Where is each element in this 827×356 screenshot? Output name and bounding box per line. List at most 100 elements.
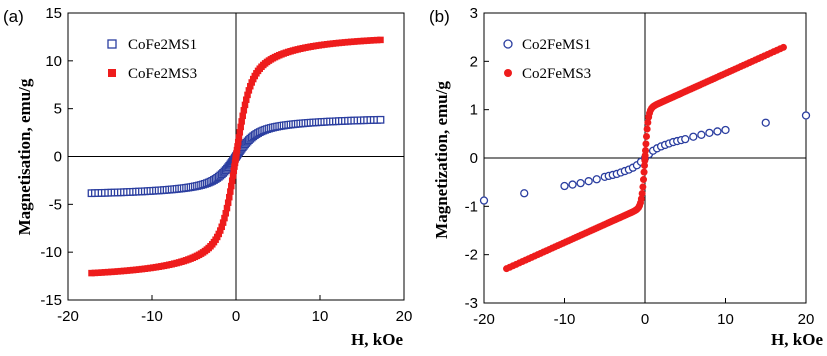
panel-a-legend-marker-1: [108, 69, 116, 77]
a-cofe2ms3-point: [234, 143, 241, 150]
a-cofe2ms3-point: [88, 269, 95, 277]
panel-b-legend-marker-0: [503, 39, 513, 49]
a-cofe2ms3-point: [222, 210, 230, 217]
a-cofe2ms3-point: [245, 87, 253, 94]
a-cofe2ms3-point: [101, 269, 109, 276]
y-tick-label: 0: [54, 149, 62, 166]
a-cofe2ms3-point: [248, 79, 255, 86]
y-tick-label: -15: [40, 292, 62, 309]
a-cofe2ms3-point: [230, 167, 238, 175]
a-cofe2ms3-point: [236, 129, 244, 136]
y-tick-label: -2: [465, 247, 478, 264]
y-tick-label: -10: [40, 244, 62, 261]
a-cofe2ms3-point: [95, 269, 102, 276]
a-cofe2ms3-point: [229, 172, 237, 179]
x-tick-label: 20: [798, 311, 815, 328]
b-co2fems1-point: [560, 181, 569, 191]
b-co2fems1-point: [761, 118, 770, 127]
panel-a: (a) -20 -10 0 10 20 -15 -10 -5 0 5 10 15 CoFe2MS1 C…: [3, 5, 412, 349]
a-cofe2ms3-point: [363, 37, 371, 44]
a-cofe2ms3-point: [218, 223, 225, 231]
x-tick-label: 0: [641, 311, 649, 328]
legend-marker-cofe2ms1: [107, 39, 117, 49]
panel-a-ticks: -20 -10 0 10 20 -15 -10 -5 0 5 10 15: [40, 5, 412, 325]
x-tick-label: -10: [141, 308, 163, 325]
a-cofe2ms3-point: [91, 269, 99, 277]
panel-b-x-axis-title: H, kOe: [771, 330, 823, 349]
b-co2fems1-point: [689, 132, 698, 141]
y-tick-label: 15: [45, 5, 62, 22]
b-co2fems3-point: [779, 43, 787, 51]
b-co2fems1-point: [681, 134, 690, 144]
panel-b-series-co2fems1: [479, 111, 811, 205]
legend-marker-co2fems1: [503, 39, 513, 49]
b-co2fems1-point: [520, 189, 529, 198]
x-tick-label: -10: [554, 311, 576, 328]
panel-a-legend-label-1: CoFe2MS3: [128, 66, 197, 82]
a-cofe2ms3-point: [234, 138, 242, 146]
panel-b-legend-marker-1: [504, 69, 512, 77]
x-tick-label: -20: [473, 311, 495, 328]
panel-b-legend: Co2FeMS1 Co2FeMS3: [503, 37, 591, 82]
panel-a-legend-marker-0: [107, 39, 117, 49]
a-cofe2ms3-point: [217, 227, 224, 234]
y-tick-label: -5: [49, 196, 62, 213]
a-cofe2ms3-point: [373, 36, 381, 44]
a-cofe2ms3-point: [367, 37, 374, 44]
y-tick-label: -1: [465, 198, 478, 215]
b-co2fems3-point: [641, 146, 649, 154]
b-co2fems1-point: [592, 175, 601, 184]
a-cofe2ms3-point: [98, 269, 105, 276]
a-cofe2ms3-point: [227, 188, 234, 195]
b-co2fems1-point: [568, 180, 577, 189]
x-tick-label: 20: [396, 308, 413, 325]
a-cofe2ms3-point: [377, 36, 384, 44]
panel-a-x-axis-title: H, kOe: [351, 330, 403, 349]
panel-a-legend: CoFe2MS1 CoFe2MS3: [107, 37, 197, 82]
panel-b-label: (b): [429, 7, 450, 26]
a-cofe2ms3-point: [235, 134, 243, 141]
a-cofe2ms1-point: [376, 115, 385, 124]
a-cofe2ms3-point: [219, 219, 227, 226]
b-co2fems3-point: [644, 118, 652, 126]
a-cofe2ms3-point: [231, 163, 238, 170]
panel-b-legend-label-0: Co2FeMS1: [522, 37, 591, 53]
x-tick-label: 10: [717, 311, 734, 328]
a-cofe2ms3-point: [370, 37, 377, 44]
a-cofe2ms3-point: [226, 193, 233, 201]
b-co2fems3-point: [642, 132, 650, 140]
y-tick-label: 0: [470, 150, 478, 167]
a-cofe2ms3-point: [228, 177, 236, 184]
y-tick-label: 5: [54, 101, 62, 118]
x-tick-label: 10: [312, 308, 329, 325]
b-co2fems3-point: [640, 176, 648, 184]
b-co2fems3-point: [639, 183, 647, 191]
panel-b-y-axis-title: Magnetization, emu/g: [432, 81, 451, 239]
panel-a-series-cofe2ms3: [88, 36, 384, 277]
b-co2fems3-point: [640, 168, 648, 176]
legend-marker-cofe2ms3: [108, 69, 116, 77]
panel-b-series-co2fems3: [503, 43, 787, 273]
b-co2fems3-point: [642, 140, 650, 148]
y-tick-label: 10: [45, 53, 62, 70]
a-cofe2ms3-point: [224, 199, 232, 206]
y-tick-label: 3: [470, 5, 478, 22]
a-cofe2ms3-point: [240, 107, 248, 114]
a-cofe2ms3-point: [215, 230, 223, 238]
legend-marker-co2fems3: [504, 69, 512, 77]
b-co2fems1-point: [584, 177, 593, 186]
a-cofe2ms3-point: [237, 123, 244, 131]
a-cofe2ms3-point: [360, 37, 368, 45]
b-co2fems1-point: [479, 196, 489, 205]
a-cofe2ms3-point: [223, 204, 231, 212]
a-cofe2ms3-point: [242, 96, 250, 103]
panel-a-y-axis-title: Magnetisation, emu/g: [15, 78, 34, 235]
x-tick-label: -20: [57, 308, 79, 325]
b-co2fems1-point: [801, 111, 811, 120]
a-cofe2ms3-point: [238, 118, 245, 125]
b-co2fems1-point: [721, 125, 730, 135]
b-co2fems3-point: [641, 151, 649, 159]
